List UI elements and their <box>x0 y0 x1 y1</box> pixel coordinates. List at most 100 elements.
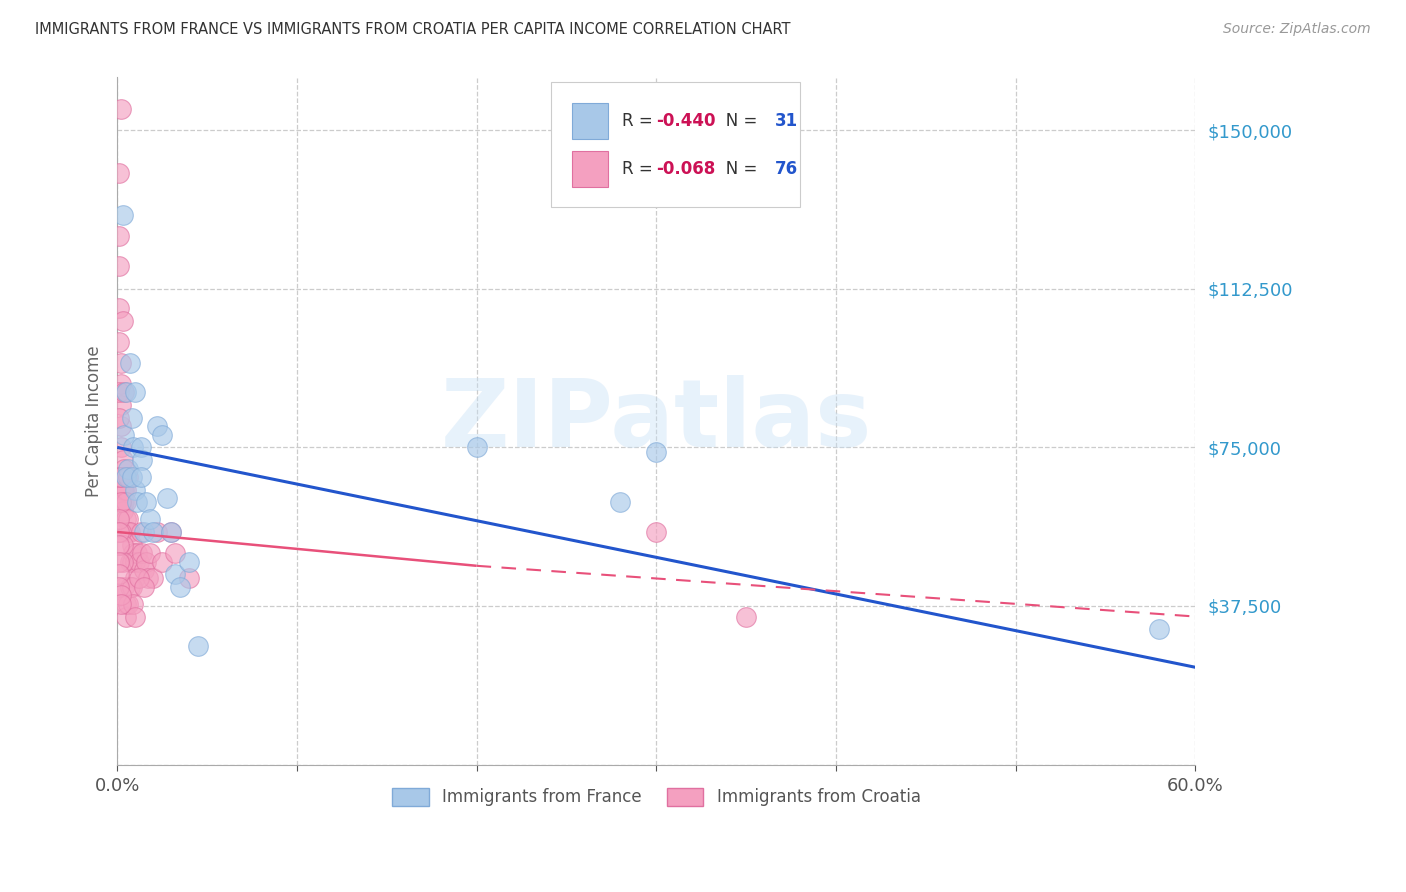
Text: ZIPatlas: ZIPatlas <box>440 375 872 467</box>
Point <box>110 597 132 611</box>
Bar <box>572 151 607 186</box>
Point <box>142 572 165 586</box>
Point <box>142 524 165 539</box>
Point <box>111 495 134 509</box>
Point <box>129 524 152 539</box>
Point <box>108 301 131 315</box>
Point <box>110 524 132 539</box>
Point <box>645 444 668 458</box>
Point <box>108 538 131 552</box>
Text: -0.440: -0.440 <box>657 112 716 129</box>
Point <box>118 580 141 594</box>
Point <box>121 538 143 552</box>
Point <box>108 580 131 594</box>
Text: 31: 31 <box>775 112 799 129</box>
Point <box>124 385 146 400</box>
Point <box>115 385 138 400</box>
Point <box>108 524 131 539</box>
Point <box>735 609 758 624</box>
Point <box>110 495 132 509</box>
Point <box>125 495 148 509</box>
Point <box>129 470 152 484</box>
Point <box>112 580 135 594</box>
Point <box>112 461 135 475</box>
Point <box>145 419 167 434</box>
Point <box>163 546 186 560</box>
Text: N =: N = <box>710 160 763 178</box>
Point <box>117 470 139 484</box>
Point <box>145 524 167 539</box>
Point <box>117 524 139 539</box>
Point <box>108 555 131 569</box>
Point <box>110 470 132 484</box>
Point <box>111 538 134 552</box>
Point <box>135 555 157 569</box>
Point <box>110 356 132 370</box>
Point <box>117 597 139 611</box>
Point <box>125 546 148 560</box>
Point <box>160 524 183 539</box>
Point <box>108 334 131 349</box>
Point <box>645 524 668 539</box>
Point <box>111 504 134 518</box>
Point <box>115 512 138 526</box>
Text: R =: R = <box>621 160 658 178</box>
Point <box>187 639 209 653</box>
Point <box>112 427 135 442</box>
Point <box>110 419 132 434</box>
Point <box>138 512 160 526</box>
Point <box>122 597 145 611</box>
Point <box>110 398 132 412</box>
Point <box>110 102 132 116</box>
Point <box>112 495 135 509</box>
Point <box>108 229 131 244</box>
Point <box>135 495 157 509</box>
Legend: Immigrants from France, Immigrants from Croatia: Immigrants from France, Immigrants from … <box>384 780 929 814</box>
Point <box>115 470 138 484</box>
Point <box>110 376 132 391</box>
Point <box>163 567 186 582</box>
Point <box>131 546 153 560</box>
Point <box>160 524 183 539</box>
Point <box>131 453 153 467</box>
Point <box>110 588 132 602</box>
Point <box>115 495 138 509</box>
Point <box>124 555 146 569</box>
Point <box>177 555 200 569</box>
Point <box>112 483 135 497</box>
Point <box>118 555 141 569</box>
Text: R =: R = <box>621 112 658 129</box>
Point <box>115 483 138 497</box>
Point <box>115 609 138 624</box>
Point <box>118 356 141 370</box>
Point <box>112 385 135 400</box>
Point <box>134 580 156 594</box>
Point <box>128 555 150 569</box>
Point <box>128 572 150 586</box>
Point <box>108 512 131 526</box>
Point <box>108 470 131 484</box>
Point <box>169 580 191 594</box>
Text: -0.068: -0.068 <box>657 160 716 178</box>
Point <box>111 470 134 484</box>
Point <box>108 259 131 273</box>
Point <box>122 546 145 560</box>
Text: N =: N = <box>710 112 763 129</box>
Point <box>108 410 131 425</box>
Y-axis label: Per Capita Income: Per Capita Income <box>86 345 103 497</box>
Point <box>134 563 156 577</box>
Point <box>136 572 159 586</box>
Point <box>121 470 143 484</box>
Point <box>108 385 131 400</box>
Point <box>117 461 139 475</box>
Point <box>121 580 143 594</box>
Point <box>115 597 138 611</box>
Text: Source: ZipAtlas.com: Source: ZipAtlas.com <box>1223 22 1371 37</box>
Point <box>138 546 160 560</box>
Point <box>117 512 139 526</box>
Point <box>129 441 152 455</box>
Point <box>118 524 141 539</box>
Point <box>122 441 145 455</box>
Point <box>111 453 134 467</box>
Point <box>124 609 146 624</box>
